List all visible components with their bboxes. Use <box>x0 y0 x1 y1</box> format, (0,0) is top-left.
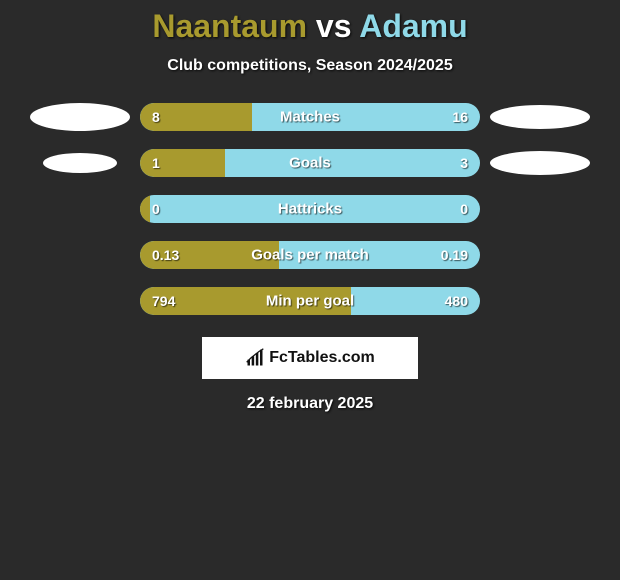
stat-bar: 1 Goals 3 <box>140 149 480 177</box>
stat-value-right: 16 <box>452 109 468 125</box>
team-logo-right <box>490 151 590 175</box>
stat-row: 794 Min per goal 480 <box>0 287 620 315</box>
brand-text: FcTables.com <box>269 349 375 367</box>
logo-cell-right <box>480 105 600 129</box>
stat-value-right: 3 <box>460 155 468 171</box>
stat-label: Min per goal <box>266 293 354 310</box>
date-text: 22 february 2025 <box>0 395 620 413</box>
team-logo-left <box>30 103 130 131</box>
stat-label: Goals per match <box>251 247 369 264</box>
stat-label: Matches <box>280 109 340 126</box>
brand-badge: FcTables.com <box>202 337 418 379</box>
player1-name: Naantaum <box>152 8 307 44</box>
chart-icon <box>245 348 265 368</box>
stat-bar: 8 Matches 16 <box>140 103 480 131</box>
stat-value-right: 0 <box>460 201 468 217</box>
stat-bar: 794 Min per goal 480 <box>140 287 480 315</box>
infographic-container: Naantaum vs Adamu Club competitions, Sea… <box>0 0 620 413</box>
vs-text: vs <box>316 8 352 44</box>
stat-bar: 0 Hattricks 0 <box>140 195 480 223</box>
stat-row: 0 Hattricks 0 <box>0 195 620 223</box>
stat-value-right: 480 <box>445 293 468 309</box>
stat-row: 8 Matches 16 <box>0 103 620 131</box>
logo-cell-left <box>20 103 140 131</box>
stat-value-left: 0.13 <box>152 247 179 263</box>
stat-row: 0.13 Goals per match 0.19 <box>0 241 620 269</box>
stat-value-left: 0 <box>152 201 160 217</box>
logo-cell-right <box>480 151 600 175</box>
stat-value-left: 8 <box>152 109 160 125</box>
stats-section: 8 Matches 16 1 Goals 3 0 Hattricks 0 0.13 Goals pe… <box>0 103 620 315</box>
stat-row: 1 Goals 3 <box>0 149 620 177</box>
player2-name: Adamu <box>359 8 467 44</box>
stat-bar: 0.13 Goals per match 0.19 <box>140 241 480 269</box>
logo-cell-left <box>20 153 140 173</box>
stat-value-right: 0.19 <box>441 247 468 263</box>
stat-value-left: 1 <box>152 155 160 171</box>
stat-value-left: 794 <box>152 293 175 309</box>
team-logo-left <box>43 153 117 173</box>
team-logo-right <box>490 105 590 129</box>
subtitle: Club competitions, Season 2024/2025 <box>0 57 620 75</box>
page-title: Naantaum vs Adamu <box>0 8 620 45</box>
stat-label: Goals <box>289 155 331 172</box>
stat-label: Hattricks <box>278 201 342 218</box>
stat-bar-fill <box>140 195 150 223</box>
